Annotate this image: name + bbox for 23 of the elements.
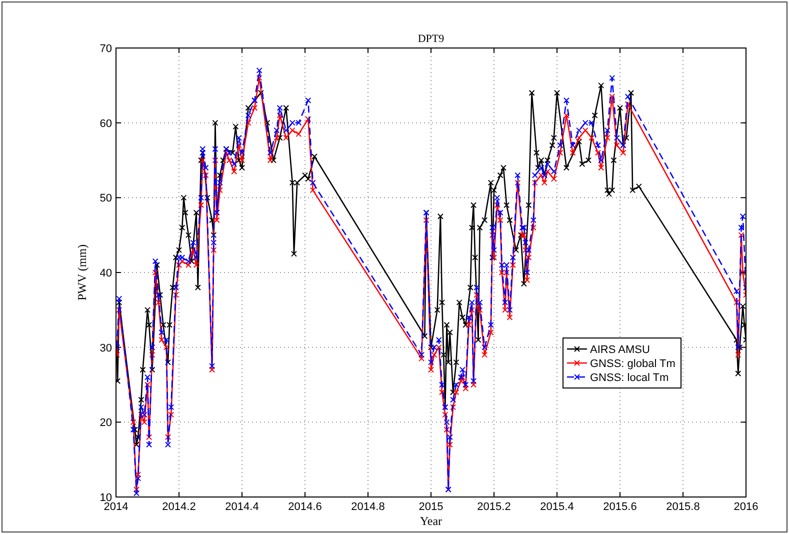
x-tick-label: 2015.6 xyxy=(603,501,637,513)
x-tick-label: 2014.8 xyxy=(351,501,385,513)
y-tick-label: 30 xyxy=(100,342,112,354)
legend-label: GNSS: local Tm xyxy=(590,372,669,384)
x-tick-label: 2014.4 xyxy=(225,501,259,513)
x-tick-label: 2014.6 xyxy=(288,501,322,513)
x-tick-label: 2015.8 xyxy=(666,501,700,513)
x-tick-label: 2014.2 xyxy=(162,501,196,513)
x-axis-title: Year xyxy=(420,514,442,528)
legend-label: GNSS: global Tm xyxy=(590,358,676,370)
x-tick-label: 2016 xyxy=(734,501,758,513)
chart-title: DPT9 xyxy=(418,33,445,45)
y-tick-label: 40 xyxy=(100,268,112,280)
y-axis-title: PWV (mm) xyxy=(75,244,89,301)
y-tick-label: 70 xyxy=(100,43,112,55)
x-tick-label: 2015.4 xyxy=(540,501,574,513)
x-tick-label: 2015.2 xyxy=(477,501,511,513)
legend-label: AIRS AMSU xyxy=(590,344,650,356)
x-tick-label: 2015 xyxy=(418,501,444,513)
y-tick-label: 20 xyxy=(100,417,112,430)
x-tick-label: 2014 xyxy=(104,501,128,513)
y-tick-label: 50 xyxy=(100,192,112,205)
y-tick-label: 60 xyxy=(100,118,112,130)
